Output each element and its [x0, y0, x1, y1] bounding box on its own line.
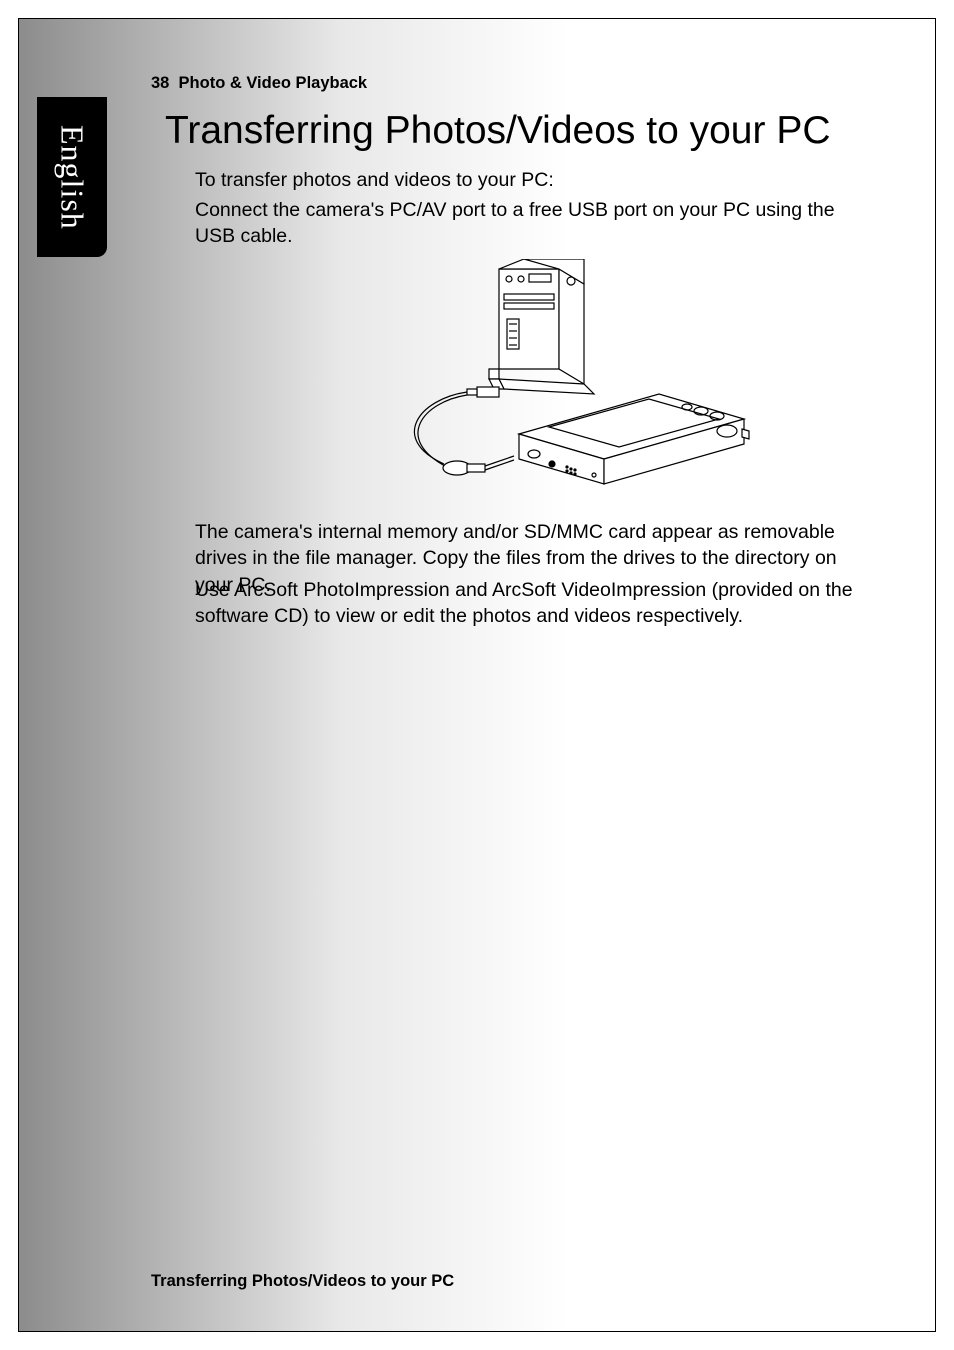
- page-number: 38: [151, 74, 169, 92]
- page-frame: 38 Photo & Video Playback English Transf…: [18, 18, 936, 1332]
- section-name: Photo & Video Playback: [179, 74, 368, 92]
- connection-diagram: [349, 259, 759, 489]
- page-title: Transferring Photos/Videos to your PC: [165, 109, 831, 153]
- page-footer: Transferring Photos/Videos to your PC: [151, 1272, 454, 1291]
- diagram-svg: [349, 259, 759, 489]
- language-label: English: [54, 125, 91, 230]
- language-tab: English: [37, 97, 107, 257]
- paragraph-2: Connect the camera's PC/AV port to a fre…: [195, 197, 875, 250]
- paragraph-4: Use ArcSoft PhotoImpression and ArcSoft …: [195, 577, 875, 630]
- page-header: 38 Photo & Video Playback: [151, 74, 367, 93]
- paragraph-1: To transfer photos and videos to your PC…: [195, 167, 875, 193]
